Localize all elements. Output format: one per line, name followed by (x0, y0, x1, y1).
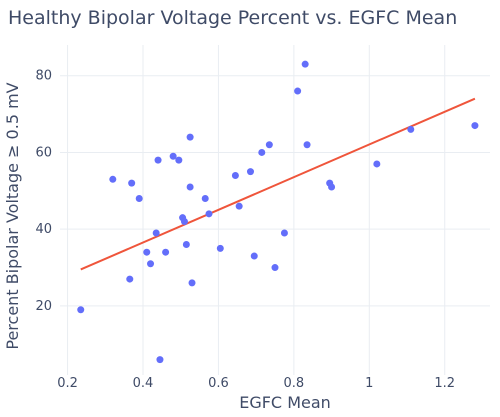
y-axis-title: Percent Bipolar Voltage ≥ 0.5 mV (3, 82, 22, 349)
data-point (135, 194, 143, 202)
y-tick-label: 80 (35, 69, 52, 84)
data-point (186, 133, 194, 141)
data-point (250, 252, 258, 260)
data-point (303, 141, 311, 149)
data-point (154, 156, 162, 164)
y-tick-label: 40 (35, 222, 52, 237)
data-point (152, 229, 160, 237)
chart-title: Healthy Bipolar Voltage Percent vs. EGFC… (8, 7, 457, 29)
data-point (407, 125, 415, 133)
data-point (188, 279, 196, 287)
x-tick-label: 0.2 (57, 376, 78, 391)
data-point (147, 260, 155, 268)
x-tick-label: 0.6 (208, 376, 229, 391)
data-point (180, 218, 188, 226)
y-tick-label: 60 (35, 145, 52, 160)
data-point (271, 264, 279, 272)
data-point (175, 156, 183, 164)
x-tick-label: 1 (365, 376, 373, 391)
grid (60, 45, 490, 375)
trendline (80, 97, 476, 271)
points-layer (77, 60, 479, 364)
data-point (301, 60, 309, 68)
data-point (128, 179, 136, 187)
data-point (280, 229, 288, 237)
data-point (156, 356, 164, 364)
data-point (186, 183, 194, 191)
y-tick-label: 20 (35, 299, 52, 314)
x-tick-label: 0.8 (284, 376, 305, 391)
data-point (169, 152, 177, 160)
data-point (258, 148, 266, 156)
data-point (231, 171, 239, 179)
data-point (235, 202, 243, 210)
data-point (201, 194, 209, 202)
data-point (294, 87, 302, 95)
data-point (162, 248, 170, 256)
data-point (328, 183, 336, 191)
x-axis-title: EGFC Mean (239, 393, 331, 412)
data-point (373, 160, 381, 168)
data-point (265, 141, 273, 149)
trendline-layer (80, 97, 476, 271)
data-point (216, 244, 224, 252)
data-point (182, 241, 190, 249)
data-point (471, 122, 479, 130)
x-tick-label: 1.2 (434, 376, 455, 391)
data-point (205, 210, 213, 218)
data-point (246, 168, 254, 176)
data-point (126, 275, 134, 283)
data-point (77, 306, 85, 314)
data-point (109, 175, 117, 183)
tick-labels: 0.2 0.4 0.6 0.8 1 1.2 20 40 60 80 (35, 69, 455, 391)
data-point (143, 248, 151, 256)
x-tick-label: 0.4 (133, 376, 154, 391)
